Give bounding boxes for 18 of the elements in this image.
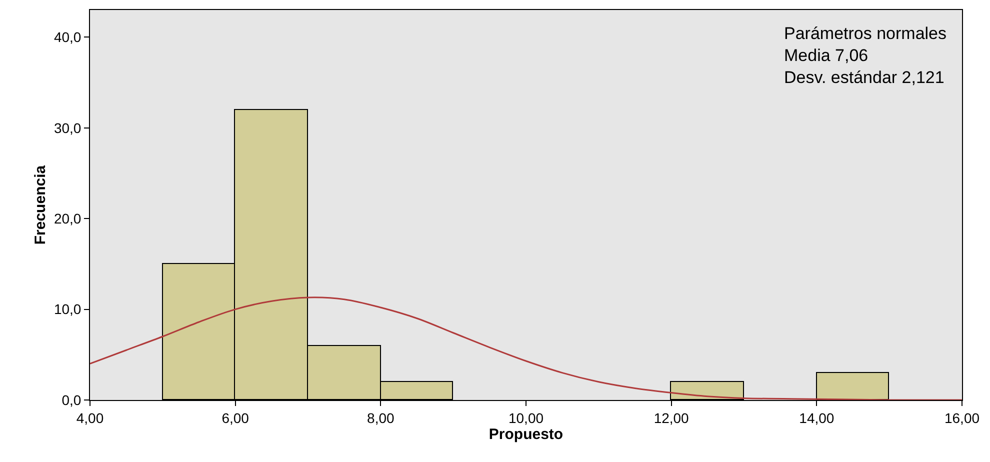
y-tick-label: 0,0 [62,392,82,408]
annotation: Parámetros normales [784,24,947,43]
x-tick-label: 8,00 [367,410,395,426]
x-tick-label: 10,00 [508,410,544,426]
x-axis-title: Propuesto [488,426,564,443]
y-tick-label: 30,0 [54,120,82,136]
y-axis-title: Frecuencia [32,164,50,245]
x-tick-label: 16,00 [944,410,980,426]
x-tick-label: 4,00 [76,410,104,426]
y-tick-label: 10,0 [54,301,82,318]
x-tick-label: 14,00 [799,410,834,426]
annotation: Desv. estándar 2,121 [784,68,944,88]
line-series [90,296,962,400]
y-tick-label: 20,0 [54,210,82,226]
x-tick-label: 6,00 [222,410,250,426]
x-tick-label: 12,00 [654,410,690,426]
annotation: Media 7,06 [784,46,868,66]
y-tick-label: 40,0 [54,29,82,46]
